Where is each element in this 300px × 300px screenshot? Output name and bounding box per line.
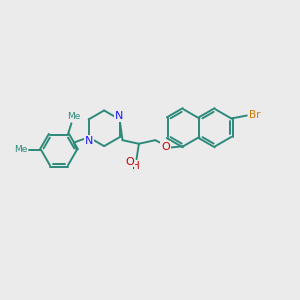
Text: N: N (116, 111, 124, 121)
Text: N: N (85, 136, 93, 146)
Text: Me: Me (67, 112, 80, 121)
Text: O: O (161, 142, 170, 152)
Text: O: O (126, 157, 134, 166)
Text: Me: Me (14, 146, 28, 154)
Text: H: H (132, 161, 140, 171)
Text: Br: Br (249, 110, 261, 120)
